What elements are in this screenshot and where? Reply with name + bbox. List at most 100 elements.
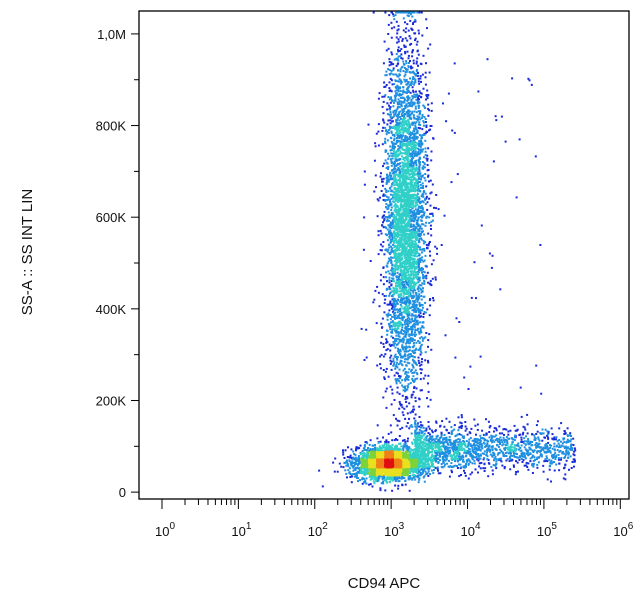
event-dot	[409, 285, 412, 288]
event-dot	[454, 450, 456, 453]
event-dot	[413, 300, 416, 302]
event-dot	[367, 123, 370, 126]
event-dot	[397, 145, 400, 147]
event-dot	[398, 175, 401, 178]
event-dot	[396, 391, 399, 394]
event-dot	[411, 349, 414, 352]
event-dot	[396, 240, 398, 243]
event-dot	[465, 465, 467, 468]
event-dot	[390, 175, 393, 177]
event-dot	[523, 426, 526, 429]
event-dot	[368, 483, 371, 486]
event-dot	[382, 241, 385, 243]
event-dot	[409, 270, 412, 273]
event-dot	[414, 349, 417, 351]
event-dot	[416, 172, 419, 175]
event-dot	[409, 257, 412, 259]
event-dot	[498, 452, 501, 455]
event-dot	[544, 444, 547, 447]
event-dot	[509, 429, 512, 432]
event-dot	[404, 348, 407, 351]
event-dot	[387, 119, 390, 122]
event-dot	[388, 224, 391, 227]
event-dot	[403, 97, 406, 100]
event-dot	[390, 221, 392, 224]
event-dot	[539, 454, 542, 457]
event-dot	[391, 100, 394, 103]
event-dot	[401, 38, 404, 41]
event-dot	[405, 304, 408, 307]
event-dot	[406, 105, 409, 108]
event-dot	[523, 446, 526, 449]
event-dot	[422, 240, 425, 243]
event-dot	[456, 454, 458, 457]
event-dot	[388, 154, 391, 157]
event-dot	[404, 71, 407, 74]
event-dot	[409, 273, 412, 276]
event-dot	[380, 249, 383, 252]
event-dot	[395, 275, 398, 278]
event-dot	[408, 349, 411, 352]
event-dot	[435, 194, 438, 196]
event-dot	[412, 360, 415, 363]
event-dot	[389, 202, 392, 205]
event-dot	[418, 241, 421, 244]
event-dot	[391, 237, 394, 240]
event-dot	[390, 280, 393, 283]
event-dot	[498, 439, 501, 442]
event-dot	[419, 118, 422, 121]
event-dot	[411, 244, 413, 246]
event-dot	[438, 454, 441, 457]
event-dot	[409, 265, 412, 267]
event-dot	[427, 175, 429, 178]
event-dot	[392, 273, 395, 276]
event-dot	[416, 98, 419, 101]
event-dot	[397, 347, 399, 350]
event-dot	[383, 86, 386, 88]
event-dot	[403, 346, 406, 349]
event-dot	[384, 199, 387, 202]
event-dot	[532, 450, 535, 453]
event-dot	[404, 385, 406, 388]
event-dot	[567, 450, 570, 453]
event-dot	[431, 458, 434, 461]
event-dot	[419, 248, 422, 251]
event-dot	[515, 429, 518, 432]
event-dot	[521, 441, 524, 443]
event-dot	[388, 104, 390, 107]
event-dot	[396, 287, 399, 290]
event-dot	[397, 86, 400, 89]
event-dot	[392, 13, 395, 16]
event-dot	[405, 110, 408, 113]
event-dot	[409, 208, 412, 211]
event-dot	[425, 95, 428, 98]
event-dot	[405, 268, 408, 271]
event-dot	[376, 447, 379, 450]
event-dot	[422, 434, 425, 437]
event-dot	[415, 323, 418, 326]
event-dot	[394, 314, 397, 317]
event-dot	[395, 118, 398, 121]
event-dot	[393, 162, 396, 165]
event-dot	[407, 284, 410, 286]
event-dot	[382, 126, 385, 129]
event-dot	[498, 432, 501, 435]
event-dot	[409, 448, 412, 451]
event-dot	[424, 470, 427, 473]
event-dot	[392, 184, 395, 187]
event-dot	[399, 199, 402, 202]
event-dot	[462, 460, 465, 463]
event-dot	[398, 309, 400, 311]
event-dot	[409, 13, 412, 16]
event-dot	[393, 315, 396, 318]
event-dot	[399, 361, 402, 364]
event-dot	[387, 206, 390, 209]
event-dot	[411, 273, 414, 276]
event-dot	[390, 72, 393, 75]
event-dot	[483, 450, 486, 453]
event-dot	[422, 268, 424, 270]
event-dot	[412, 371, 415, 374]
event-dot	[389, 349, 392, 352]
event-dot	[446, 451, 449, 454]
event-dot	[411, 218, 413, 221]
